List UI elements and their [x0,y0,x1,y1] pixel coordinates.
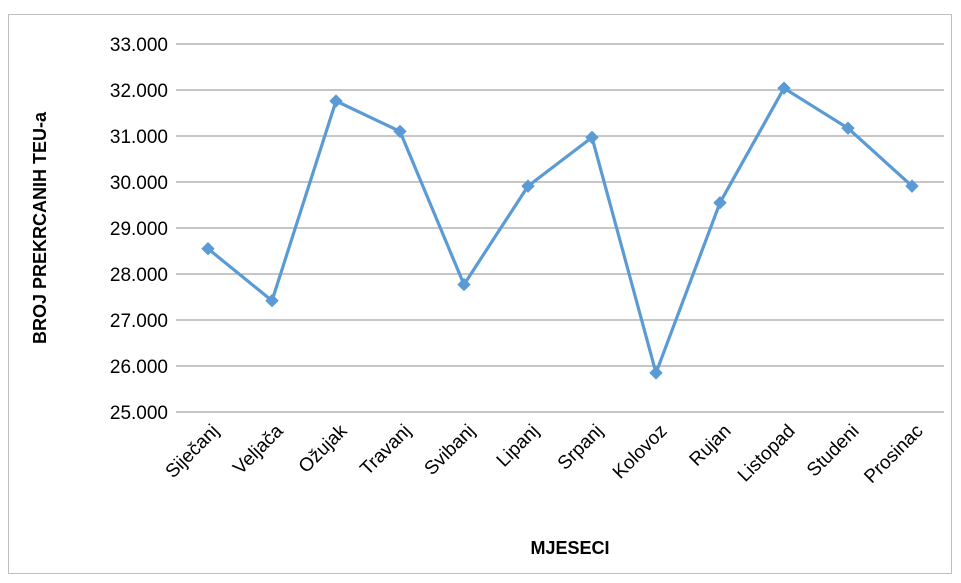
x-tick-labels: Siječanj Veljača Ožujak Travanj Svibanj Lipan… [162,420,928,487]
x-tick-label: Srpanj [554,421,608,475]
gridlines [176,43,944,413]
data-point [777,81,791,95]
data-point [841,121,855,135]
y-tick-label: 33.000 [110,35,168,56]
data-point [457,277,471,292]
x-tick-label: Svibanj [421,421,480,480]
data-point [521,179,535,193]
x-tick-label: Listopad [734,421,800,487]
x-tick-label: Siječanj [162,421,224,483]
data-point [649,366,663,380]
data-point [393,124,407,139]
data-point [713,195,727,210]
data-point [585,130,599,145]
y-tick-label: 29.000 [110,219,168,240]
x-tick-label: Rujan [686,421,736,471]
series-line [206,86,914,375]
x-tick-label: Kolovoz [609,421,672,484]
x-tick-label: Veljača [229,420,287,478]
y-tick-label: 30.000 [110,173,168,194]
y-tick-label: 28.000 [110,265,168,286]
x-tick-label: Lipanj [493,421,544,472]
y-axis-title: BROJ PREKRCANIH TEU-a [30,111,50,344]
data-point [201,241,215,256]
y-tick-label: 32.000 [110,81,168,102]
y-tick-label: 27.000 [110,311,168,332]
x-tick-label: Ožujak [295,420,352,477]
data-point [905,179,919,193]
y-tick-label: 25.000 [110,403,168,424]
x-tick-label: Travanj [356,421,415,480]
data-point [265,293,279,308]
y-tick-labels: 25.000 26.000 27.000 28.000 29.000 30.000 31.0… [110,35,168,424]
series-polyline [206,86,914,375]
series-markers [201,81,919,380]
data-point [329,94,343,108]
x-axis-title: MJESECI [530,538,609,558]
chart-frame [8,14,952,574]
y-tick-label: 26.000 [110,357,168,378]
y-tick-label: 31.000 [110,127,168,148]
x-tick-label: Studeni [803,421,863,481]
x-tick-label: Prosinac [860,421,927,488]
